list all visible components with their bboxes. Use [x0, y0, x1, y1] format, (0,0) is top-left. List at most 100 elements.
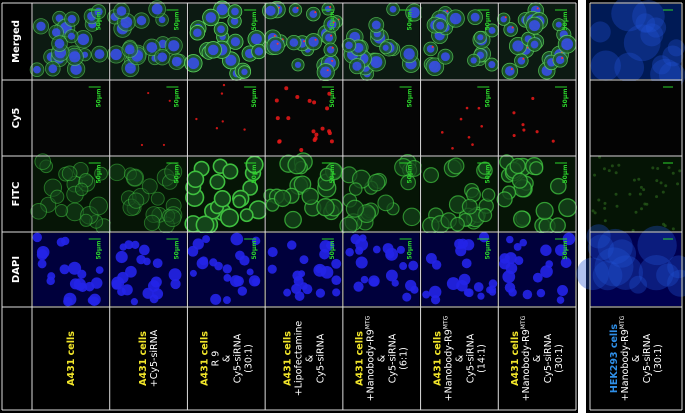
- red-dot: [511, 26, 514, 29]
- treatment-text: +Nanobody-R9: [521, 329, 532, 401]
- blue-haze: [667, 269, 685, 297]
- nucleus: [385, 269, 398, 282]
- nucleus: [519, 238, 528, 247]
- nucleus: [54, 38, 65, 49]
- blue-haze: [590, 50, 621, 81]
- red-dot: [222, 83, 226, 87]
- nucleus: [506, 235, 514, 244]
- scale-bar-label: 50μm: [251, 240, 258, 259]
- nucleus: [514, 256, 524, 265]
- nucleus: [428, 60, 441, 73]
- nucleus: [294, 61, 302, 68]
- green-speckle: [603, 201, 607, 205]
- cell: [54, 204, 69, 218]
- nucleus: [149, 294, 159, 304]
- nucleus: [368, 275, 380, 287]
- micrograph: [188, 81, 265, 155]
- row-label: DAPI: [11, 256, 22, 283]
- nucleus: [33, 65, 41, 74]
- red-dot: [329, 5, 332, 8]
- nucleus: [396, 245, 405, 254]
- green-speckle: [640, 207, 644, 211]
- green-speckle: [639, 185, 643, 189]
- nucleus: [513, 243, 522, 251]
- red-dot: [480, 124, 484, 128]
- nucleus: [267, 247, 278, 258]
- scale-bar-label: 50μm: [329, 240, 336, 259]
- blue-haze: [635, 13, 656, 33]
- treatment-label: &: [532, 354, 543, 362]
- nucleus: [446, 277, 460, 291]
- scale-bar-label: 50μm: [96, 164, 103, 183]
- cell: [127, 192, 145, 209]
- nucleus: [440, 52, 450, 62]
- micrograph: [591, 81, 681, 155]
- cell: [400, 174, 416, 191]
- green-speckle: [632, 178, 636, 182]
- cell: [126, 169, 144, 187]
- nucleus: [462, 239, 475, 251]
- treatment-label: Cy5-siRNA: [543, 333, 554, 383]
- nucleus: [119, 243, 127, 251]
- cell: [558, 198, 578, 218]
- red-dot: [303, 40, 306, 43]
- nucleus: [350, 234, 361, 245]
- nucleus: [124, 44, 135, 55]
- nucleus: [555, 55, 565, 65]
- cell: [549, 177, 567, 195]
- blue-haze: [589, 21, 611, 43]
- red-dot: [522, 128, 526, 132]
- cell-line-label: A431 cells: [199, 331, 210, 386]
- nucleus: [540, 265, 553, 278]
- cell: [239, 208, 254, 223]
- blue-haze: [623, 24, 661, 62]
- scale-bar-label: 50μm: [251, 164, 258, 183]
- nucleus: [124, 62, 136, 74]
- nucleus: [399, 262, 408, 271]
- blue-haze: [592, 260, 623, 291]
- scale-bar-label: 50μm: [96, 88, 103, 107]
- row-label: Cy5: [11, 108, 22, 129]
- nucleus: [189, 269, 197, 277]
- nucleus: [217, 25, 225, 34]
- red-dot: [195, 117, 198, 121]
- red-dot: [512, 111, 516, 115]
- cell: [186, 170, 205, 189]
- cell: [447, 157, 465, 175]
- nucleus: [56, 237, 66, 247]
- nucleus: [151, 3, 163, 15]
- scale-bar-label: 50μm: [173, 88, 180, 107]
- treatment-label: (6:1): [399, 347, 410, 370]
- red-dot: [147, 91, 150, 95]
- treatment-label: (30:1): [243, 344, 254, 373]
- cell: [319, 167, 334, 182]
- scale-bar-label: 50μm: [329, 164, 336, 183]
- scale-bar-label: 50μm: [251, 11, 258, 30]
- green-speckle: [655, 195, 659, 199]
- nucleus: [171, 56, 182, 67]
- nucleus: [139, 244, 150, 256]
- cell: [61, 165, 78, 182]
- nucleus: [116, 6, 127, 16]
- blue-haze: [614, 52, 645, 83]
- nucleus: [136, 15, 147, 26]
- green-speckle: [651, 166, 655, 170]
- red-dot: [431, 45, 434, 48]
- nucleus: [505, 66, 515, 76]
- nucleus: [359, 234, 367, 242]
- nucleus: [294, 291, 305, 301]
- nucleus: [319, 240, 332, 253]
- red-dot: [320, 126, 325, 131]
- green-speckle: [614, 192, 618, 196]
- nucleus: [230, 17, 239, 25]
- red-dot: [330, 34, 333, 37]
- treatment-label: +Nanobody-R9MTG: [442, 315, 454, 401]
- red-dot: [314, 38, 317, 41]
- green-speckle: [671, 171, 675, 175]
- cell: [345, 199, 364, 218]
- nucleus: [225, 54, 237, 66]
- nucleus: [168, 40, 180, 52]
- red-dot: [327, 91, 332, 96]
- nucleus: [241, 68, 248, 76]
- nucleus: [36, 21, 46, 32]
